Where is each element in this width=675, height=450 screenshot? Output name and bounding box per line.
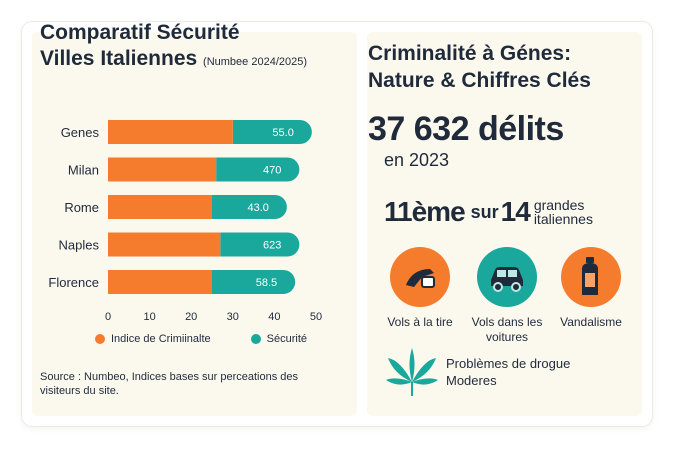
x-tick-label: 30: [227, 311, 239, 323]
category-label: Naples: [59, 238, 100, 253]
x-tick-label: 40: [268, 311, 280, 323]
offense-count: 37 632 délits: [368, 110, 564, 148]
category-label: Genes: [61, 125, 100, 140]
x-tick-label: 0: [105, 311, 111, 323]
legend-crime-swatch: [95, 334, 105, 344]
safety-value-label: 55.0: [272, 127, 293, 139]
rank-caption-line2: italiennes: [533, 211, 593, 227]
chart-title-line2: Villes Italiennes: [40, 47, 198, 70]
pickpocket-icon: [390, 247, 450, 307]
car-theft-label: Vols dans les voitures: [471, 315, 543, 344]
x-tick-label: 20: [185, 311, 197, 323]
legend-safety-swatch: [250, 334, 261, 344]
drug-note-line2: Moderes: [446, 373, 497, 388]
drug-note-line1: Problèmes de drogue: [446, 356, 571, 371]
city-rank: 11ème sur 14 grandes italiennes: [384, 196, 593, 228]
rank-caption: grandes italiennes: [534, 198, 593, 226]
crime-bar: [108, 157, 217, 182]
safety-value-label: 43.0: [247, 202, 268, 214]
safety-value-label: 470: [263, 165, 281, 177]
legend-safety-label: Sécurité: [266, 333, 308, 345]
safety-value-label: 623: [263, 240, 281, 252]
legend-crime-label: Indice de Crimiinalte: [111, 333, 211, 345]
chart-title-line1: Comparatif Sécurité: [40, 21, 240, 44]
cannabis-leaf-icon: [386, 348, 438, 396]
left-panel: [32, 32, 357, 416]
chart-legend: Indice de Crimiinalte Sécurité: [95, 333, 307, 345]
crime-bar: [108, 195, 212, 219]
car-icon: [477, 247, 537, 307]
pickpocket-label: Vols à la tire: [387, 315, 453, 329]
chart-subtitle: (Numbee 2024/2025): [203, 56, 308, 68]
safety-bar: [212, 270, 296, 294]
source-note: Source : Numbeo, Indices bases sur perce…: [40, 371, 299, 397]
spray-can-icon: [561, 247, 621, 307]
category-label: Florence: [48, 275, 99, 290]
right-title: Criminalité à Génes: Nature & Chiffres C…: [368, 40, 638, 94]
offense-year: en 2023: [384, 150, 450, 170]
crime-bar: [108, 120, 233, 144]
chart-title: Comparatif Sécurité Villes Italiennes (N…: [40, 20, 340, 75]
safety-bar: [232, 120, 312, 144]
x-tick-label: 50: [310, 311, 322, 323]
safety-bar: [212, 195, 287, 219]
rank-total: 14: [500, 196, 531, 227]
right-title-line2: Nature & Chiffres Clés: [368, 69, 591, 92]
crime-bar: [108, 232, 221, 257]
rank-position: 11ème: [384, 196, 466, 227]
safety-bar: [216, 157, 300, 182]
rank-word: sur: [470, 201, 499, 222]
x-tick-label: 10: [143, 311, 155, 323]
right-title-line1: Criminalité à Génes:: [368, 42, 572, 65]
category-label: Rome: [64, 200, 99, 215]
category-label: Milan: [68, 163, 99, 178]
safety-value-label: 58.5: [256, 277, 277, 289]
drug-note: Problèmes de drogue Moderes: [446, 355, 570, 389]
vandalism-label: Vandalisme: [560, 315, 622, 329]
rank-caption-line1: grandes: [533, 197, 585, 213]
crime-bar: [108, 270, 212, 294]
safety-bar: [220, 232, 300, 257]
infographic-card: [22, 22, 652, 426]
